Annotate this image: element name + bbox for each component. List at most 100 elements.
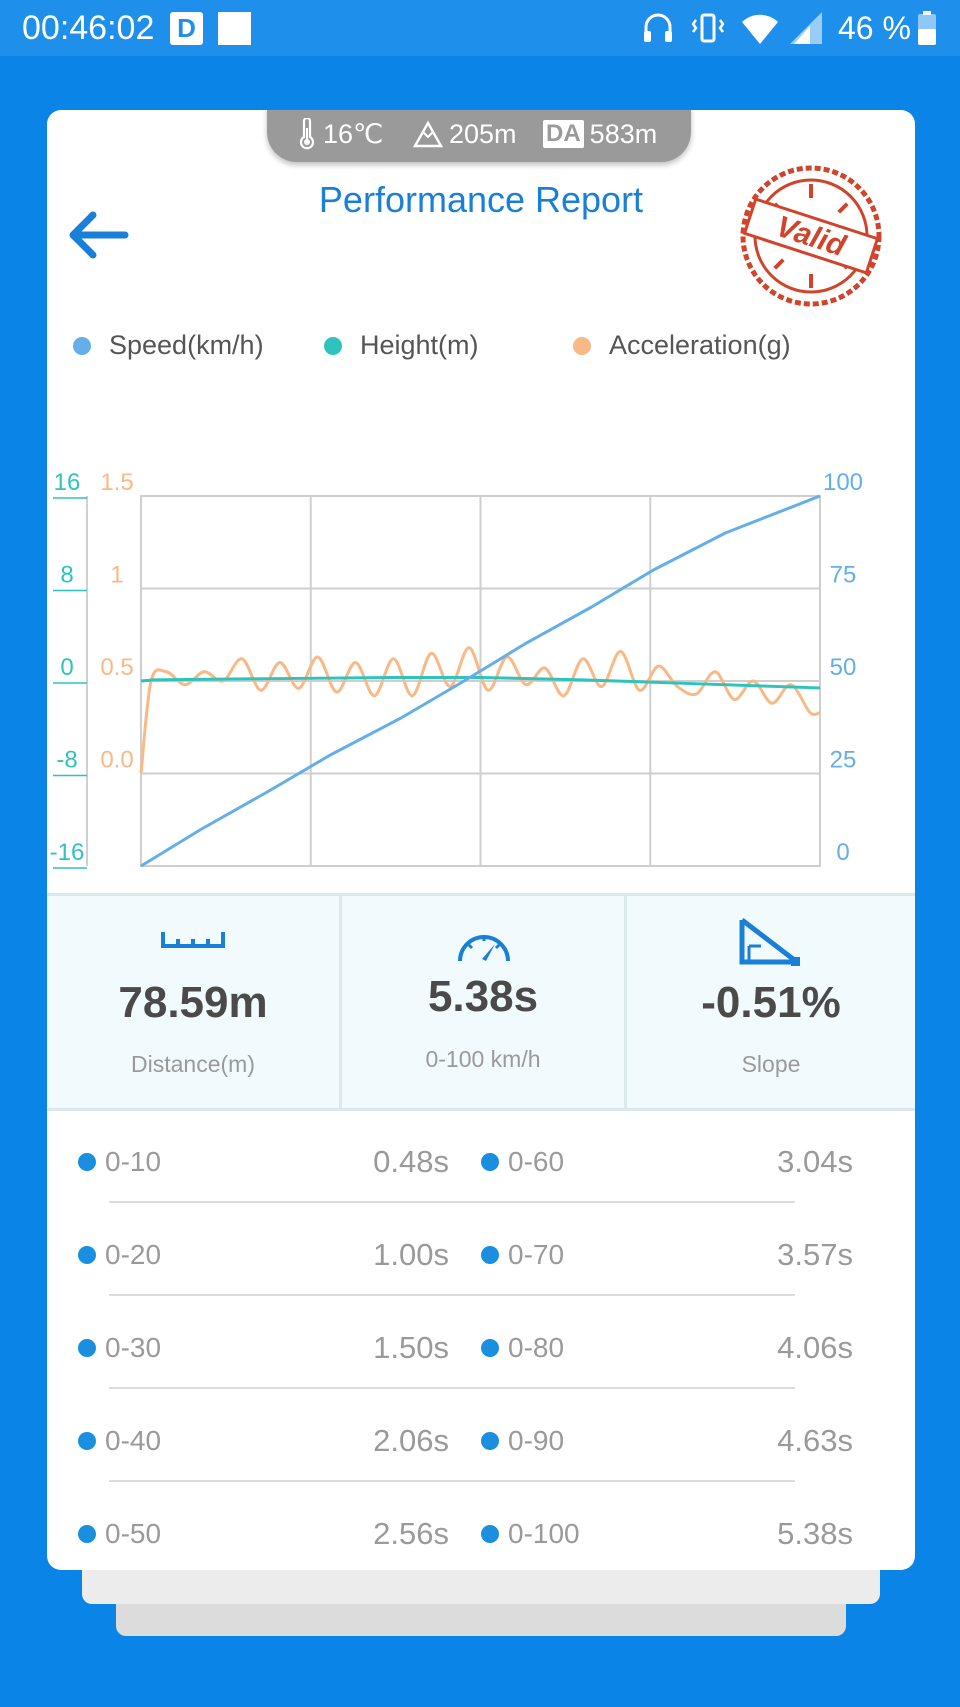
split-bullet (481, 1339, 499, 1357)
split-bullet (78, 1339, 96, 1357)
legend-height-dot (324, 336, 342, 355)
split-label: 0-40 (105, 1425, 162, 1456)
accel-tick-label: 1 (110, 562, 123, 589)
stat-distance-label: Distance(m) (131, 1051, 255, 1077)
altitude-value: 205m (449, 119, 517, 149)
acceleration-series-line (139, 646, 821, 774)
legend-speed: Speed(km/h) (73, 330, 264, 361)
battery-icon (918, 11, 936, 45)
split-bullet (78, 1153, 96, 1171)
speed-tick-label: 0 (836, 839, 849, 866)
speed-tick-label: 50 (830, 654, 857, 681)
split-bullet (481, 1525, 499, 1543)
notification-d-icon: D (170, 12, 203, 45)
stat-slope-value: -0.51% (701, 978, 841, 1027)
legend-height: Height(m) (324, 330, 479, 361)
split-label: 0-10 (105, 1146, 162, 1177)
height-tick-label: 0 (60, 654, 73, 681)
stat-slope-label: Slope (741, 1051, 801, 1077)
split-label: 0-30 (105, 1332, 162, 1363)
split-bullet (78, 1525, 96, 1543)
split-value: 4.06s (777, 1330, 853, 1365)
legend-height-label: Height(m) (360, 330, 479, 360)
split-value: 2.56s (373, 1516, 449, 1551)
performance-report-card: 16℃ 205m DA 583m Performance Report (47, 110, 915, 1570)
thermometer-icon (299, 118, 315, 150)
clock: 00:46:02 (22, 9, 155, 47)
height-tick-label: 8 (60, 562, 73, 589)
split-value: 2.06s (373, 1423, 449, 1458)
height-series-line (140, 676, 821, 690)
speed-tick-label: 25 (830, 747, 857, 774)
back-arrow-icon[interactable] (61, 205, 131, 265)
accel-tick-label: 0.0 (100, 747, 133, 774)
stat-distance-value: 78.59m (118, 978, 268, 1027)
page-title: Performance Report (318, 179, 644, 220)
legend-acceleration-label: Acceleration(g) (609, 330, 791, 360)
ruler-icon (161, 932, 225, 948)
stat-acceleration-time: 5.38s 0-100 km/h (342, 896, 624, 1108)
split-bullet (481, 1246, 499, 1264)
battery-percent: 46 % (838, 10, 911, 46)
environment-pill: 16℃ 205m DA 583m (267, 110, 691, 162)
speed-series-line (140, 494, 821, 868)
altitude-info: 205m (413, 116, 517, 152)
stat-distance: 78.59m Distance(m) (47, 896, 339, 1108)
da-badge: DA (543, 120, 584, 148)
split-label: 0-60 (508, 1146, 565, 1177)
temperature-value: 16℃ (323, 119, 384, 149)
density-altitude-info: DA 583m (543, 116, 657, 152)
split-value: 1.50s (373, 1330, 449, 1365)
stat-time-value: 5.38s (427, 972, 539, 1021)
legend-speed-label: Speed(km/h) (109, 330, 264, 360)
height-tick-label: -8 (56, 747, 77, 774)
chart-ticks: 16 8 0 -8 -16 1.5 1 0.5 0.0 100 75 50 25 0 (50, 469, 863, 869)
split-label: 0-100 (508, 1518, 580, 1549)
split-value: 0.48s (373, 1144, 449, 1179)
density-altitude-value: 583m (589, 119, 658, 149)
split-label: 0-20 (105, 1239, 162, 1270)
accel-tick-label: 1.5 (100, 469, 133, 496)
performance-chart: 16 8 0 -8 -16 1.5 1 0.5 0.0 100 75 50 25 0 (50, 469, 863, 869)
stat-divider (624, 896, 627, 1108)
list-item: 0-40 2.06s 0-90 4.63s (47, 1389, 915, 1482)
list-item: 0-20 1.00s 0-70 3.57s (47, 1203, 915, 1296)
vibrate-icon (691, 13, 725, 43)
list-item: 0-10 0.48s 0-60 3.04s (47, 1110, 915, 1203)
legend-acceleration-dot (573, 336, 591, 355)
split-bullet (78, 1432, 96, 1450)
status-bar: 00:46:02 D 46 % (0, 0, 960, 56)
stat-divider (339, 896, 342, 1108)
divider (109, 1387, 795, 1389)
split-label: 0-50 (105, 1518, 162, 1549)
notification-square-icon (218, 12, 251, 45)
split-value: 3.57s (777, 1237, 853, 1272)
stats-panel: 78.59m Distance(m) 5.38s 0-100 km/h -0.5… (47, 893, 915, 1111)
wifi-icon (742, 14, 778, 45)
split-bullet (78, 1246, 96, 1264)
split-bullet (481, 1153, 499, 1171)
split-label: 0-70 (508, 1239, 565, 1270)
divider (109, 1480, 795, 1482)
legend-speed-dot (73, 336, 91, 355)
divider (109, 1294, 795, 1296)
slope-icon (739, 918, 800, 966)
split-label: 0-80 (508, 1332, 565, 1363)
stat-time-label: 0-100 km/h (425, 1046, 541, 1072)
temperature-info: 16℃ (297, 116, 383, 152)
split-value: 1.00s (373, 1237, 449, 1272)
legend-acceleration: Acceleration(g) (573, 330, 791, 361)
valid-stamp: Valid (740, 165, 882, 307)
split-value: 3.04s (777, 1144, 853, 1179)
mountain-icon (413, 120, 443, 148)
split-label: 0-90 (508, 1425, 565, 1456)
split-value: 4.63s (777, 1423, 853, 1458)
split-value: 5.38s (777, 1516, 853, 1551)
chart-lines (139, 494, 821, 868)
speed-tick-label: 100 (823, 469, 863, 496)
signal-icon (790, 12, 822, 44)
list-item: 0-30 1.50s 0-80 4.06s (47, 1296, 915, 1389)
stat-slope: -0.51% Slope (627, 896, 915, 1108)
speed-tick-label: 75 (830, 562, 857, 589)
height-tick-label: -16 (50, 839, 85, 866)
